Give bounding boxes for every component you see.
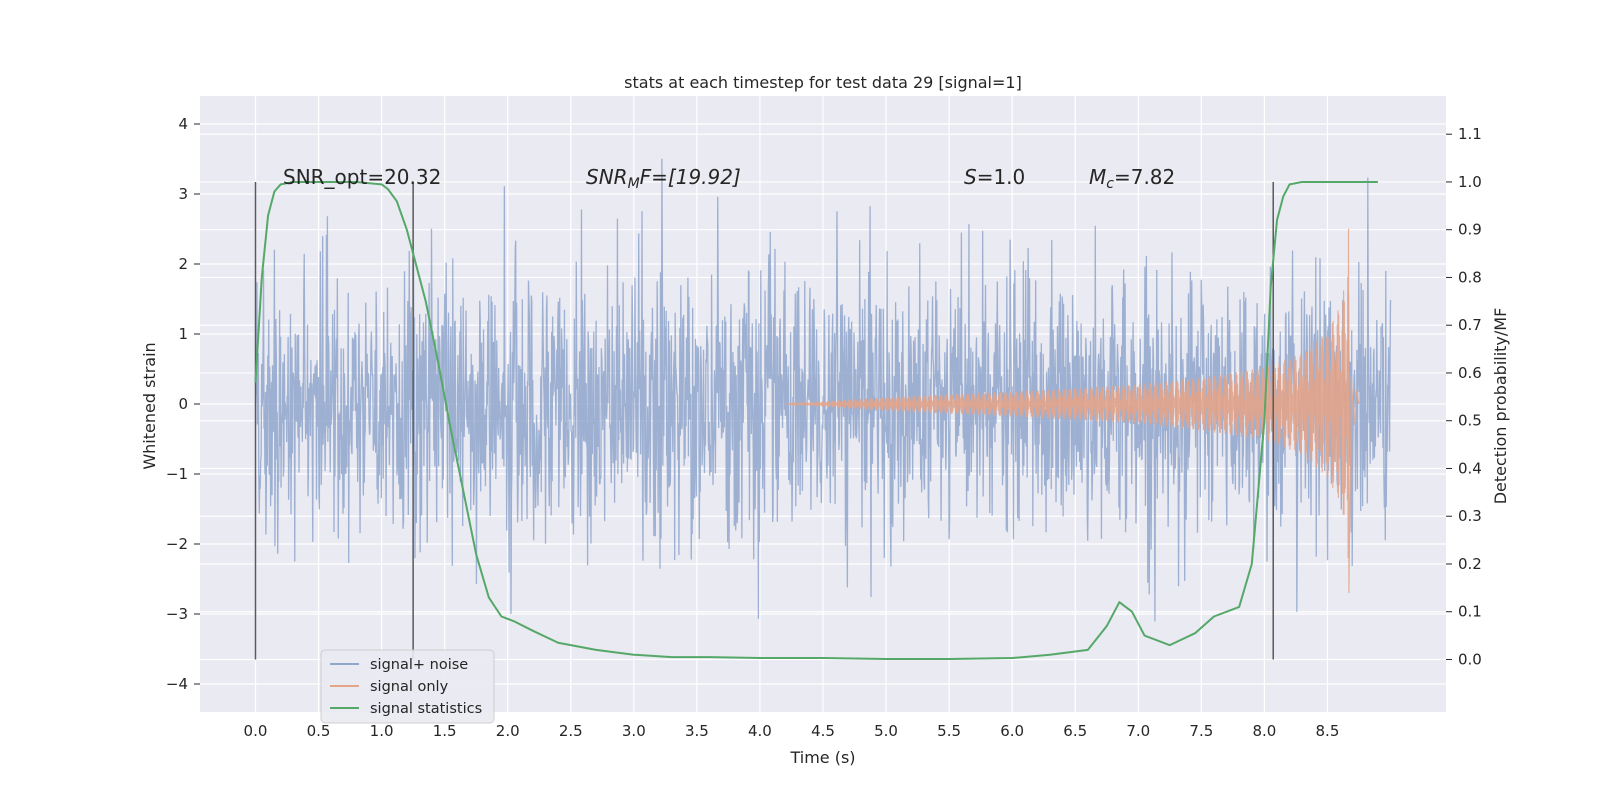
- y-tick-label: 2: [178, 255, 188, 273]
- y-tick-label: 1: [178, 325, 188, 343]
- x-tick-label: 4.0: [748, 722, 772, 740]
- x-tick-label: 2.0: [496, 722, 520, 740]
- signal-only-line: [785, 228, 1360, 594]
- y2-tick-label: 1.1: [1458, 125, 1482, 143]
- y2-tick-label: 0.6: [1458, 364, 1482, 382]
- legend-box: [320, 649, 495, 724]
- x-tick-label: 5.5: [937, 722, 961, 740]
- y-axis-label: Whitened strain: [140, 342, 159, 469]
- x-tick-label: 3.0: [622, 722, 646, 740]
- x-tick-labels: 0.0 0.5 1.0 1.5 2.0 2.5 3.0 3.5 4.0 4.5 5.0 5.5 6.0 6…: [244, 722, 1340, 740]
- snr-opt-annotation: SNR_opt=20.32: [283, 165, 441, 189]
- y2-axis-label: Detection probability/MF: [1491, 308, 1510, 505]
- x-tick-label: 6.0: [1000, 722, 1024, 740]
- signal-plus-noise-line: [254, 158, 1392, 622]
- y-tick-label: −4: [166, 675, 188, 693]
- x-tick-label: 4.5: [811, 722, 835, 740]
- y-tick-label: −3: [166, 605, 188, 623]
- y2-tick-label: 0.0: [1458, 650, 1482, 668]
- x-tick-label: 5.0: [874, 722, 898, 740]
- signal-plus-noise-series: [254, 158, 1392, 622]
- x-tick-label: 8.0: [1252, 722, 1276, 740]
- y-tick-label: 0: [178, 395, 188, 413]
- mc-annotation: Mc=7.82: [1089, 165, 1175, 192]
- x-tick-label: 3.5: [685, 722, 709, 740]
- y2-tick-label: 0.8: [1458, 268, 1482, 286]
- x-tick-label: 7.5: [1189, 722, 1213, 740]
- y2-tick-label: 0.9: [1458, 221, 1482, 239]
- y2-tick-labels: 1.1 1.0 0.9 0.8 0.7 0.6 0.5 0.4 0.3 0.2 0.1 0.0: [1446, 125, 1482, 668]
- signal-only-series: [785, 228, 1360, 594]
- signal-statistics-series: [254, 180, 1378, 660]
- x-tick-label: 8.5: [1316, 722, 1340, 740]
- y2-tick-label: 0.1: [1458, 603, 1482, 621]
- legend-label-signal-statistics: signal statistics: [370, 701, 482, 717]
- y-tick-label: −1: [166, 465, 188, 483]
- x-tick-label: 2.5: [559, 722, 583, 740]
- y2-tick-label: 0.7: [1458, 316, 1482, 334]
- legend: signal+ noise signal only signal statist…: [320, 649, 495, 724]
- x-tick-label: 6.5: [1063, 722, 1087, 740]
- x-tick-label: 0.0: [244, 722, 268, 740]
- x-axis-label: Time (s): [789, 748, 855, 767]
- y2-tick-label: 0.2: [1458, 555, 1482, 573]
- legend-label-signal-only: signal only: [370, 679, 449, 695]
- legend-label-signal-plus-noise: signal+ noise: [370, 657, 468, 673]
- y2-tick-label: 0.3: [1458, 507, 1482, 525]
- y2-tick-label: 1.0: [1458, 173, 1482, 191]
- chart-title: stats at each timestep for test data 29 …: [624, 73, 1022, 92]
- signal-statistics-line: [254, 180, 1378, 660]
- s-annotation: S=1.0: [964, 165, 1025, 189]
- y-tick-label: 4: [178, 115, 188, 133]
- y2-tick-label: 0.4: [1458, 459, 1482, 477]
- y-tick-label: −2: [166, 535, 188, 553]
- y2-tick-label: 0.5: [1458, 412, 1482, 430]
- x-tick-label: 1.0: [370, 722, 394, 740]
- y-tick-label: 3: [178, 185, 188, 203]
- y-tick-labels: 4 3 2 1 0 −1 −2 −3 −4: [166, 115, 200, 693]
- x-tick-label: 1.5: [433, 722, 457, 740]
- x-tick-label: 0.5: [307, 722, 331, 740]
- snr-mf-annotation: SNRMF=[19.92]: [586, 165, 741, 192]
- x-tick-label: 7.0: [1126, 722, 1150, 740]
